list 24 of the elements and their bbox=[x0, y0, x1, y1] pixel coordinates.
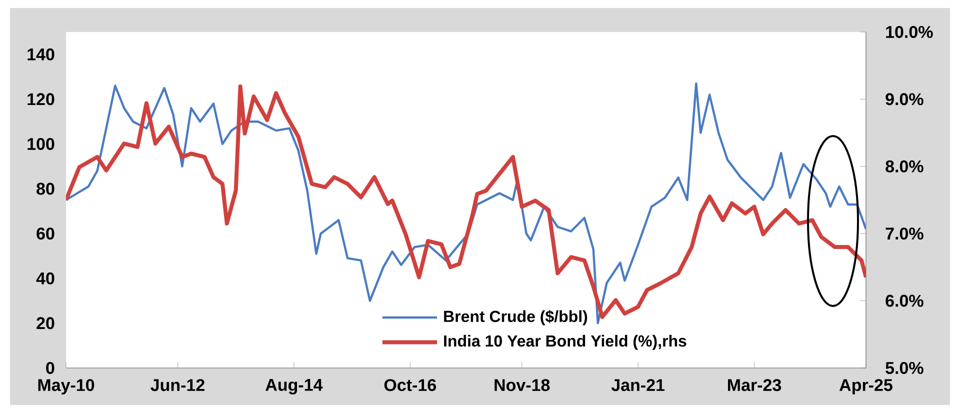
legend-label: India 10 Year Bond Yield (%),rhs bbox=[444, 334, 686, 350]
y2-tick-label: 8.0% bbox=[886, 160, 924, 172]
y2-tick-label: 7.0% bbox=[886, 228, 924, 240]
y2-tick-label: 9.0% bbox=[886, 93, 924, 106]
x-tick-label: May-10 bbox=[38, 379, 94, 394]
y-tick-label: 120 bbox=[28, 93, 54, 106]
x-tick-label: Jan-21 bbox=[611, 379, 665, 392]
y-tick-label: 140 bbox=[28, 48, 54, 60]
y-tick-label: 40 bbox=[36, 272, 54, 284]
x-tick-label: Oct-16 bbox=[384, 379, 436, 392]
x-tick-label: Nov-18 bbox=[494, 379, 550, 392]
y-tick-label: 80 bbox=[36, 182, 54, 195]
y-tick-label: 60 bbox=[36, 228, 54, 240]
y2-tick-label: 6.0% bbox=[886, 294, 924, 307]
y-tick-label: 20 bbox=[36, 317, 54, 330]
y2-tick-label: 10.0% bbox=[886, 26, 933, 38]
y-tick-label: 0 bbox=[46, 362, 54, 374]
x-tick-label: Jun-12 bbox=[150, 379, 204, 392]
x-tick-label: Mar-23 bbox=[728, 379, 782, 392]
x-tick-label: Aug-14 bbox=[266, 379, 323, 394]
y-tick-label: 100 bbox=[28, 138, 54, 150]
y2-tick-label: 5.0% bbox=[886, 362, 924, 374]
x-tick-label: Apr-25 bbox=[839, 379, 892, 394]
legend-label: Brent Crude ($/bbl) bbox=[444, 310, 588, 326]
